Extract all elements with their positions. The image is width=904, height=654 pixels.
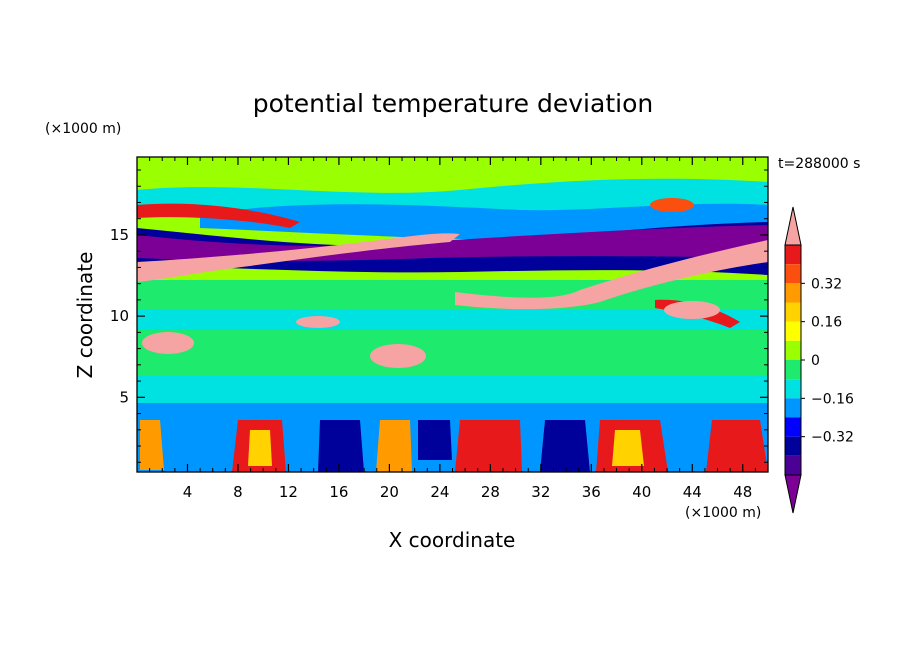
field-cell-red-2 (455, 420, 522, 472)
field-positive-band-lower (455, 240, 768, 310)
field-cell-yellow-2 (612, 430, 644, 466)
x-tick-label: 4 (183, 483, 193, 501)
field-red-edge-upper (137, 203, 300, 228)
x-tick-label: 36 (582, 483, 601, 501)
colorbar: 0.32 0.16 0 −0.16 −0.32 (784, 206, 854, 514)
y-axis-title: Z coordinate (73, 252, 97, 379)
colorbar-cell (785, 436, 801, 456)
field-positive-band-upper (137, 233, 460, 282)
x-tick-label: 12 (279, 483, 298, 501)
x-axis-ticks: 4 8 12 16 20 24 28 32 36 40 44 48 (149, 157, 756, 501)
colorbar-cell (785, 398, 801, 418)
field-boundary-layer (137, 403, 768, 472)
colorbar-label: −0.32 (811, 430, 854, 446)
x-tick-label: 44 (683, 483, 702, 501)
colorbar-label: 0 (811, 353, 820, 369)
colorbar-cell (785, 455, 801, 475)
y-tick-label: 5 (119, 388, 129, 406)
x-tick-label: 32 (531, 483, 550, 501)
field-cell-red-4 (706, 420, 768, 472)
y-tick-label: 10 (110, 307, 129, 325)
colorbar-cell (785, 360, 801, 380)
x-tick-label: 8 (233, 483, 243, 501)
colorbar-bottom-arrow (784, 474, 802, 514)
y-tick-label: 15 (110, 226, 129, 244)
field-cell-orange-2 (376, 420, 412, 472)
field-pos-blob-upper (296, 316, 340, 328)
time-label: t=288000 s (778, 156, 860, 172)
field-band-cyan-low (137, 375, 768, 403)
y-unit-label: (×1000 m) (45, 121, 121, 137)
colorbar-label: 0.32 (811, 276, 842, 292)
field-pos-blob-right (664, 301, 720, 319)
colorbar-cell (785, 379, 801, 399)
colorbar-cell (785, 340, 801, 360)
x-tick-label: 20 (380, 483, 399, 501)
field-cell-orange-1 (140, 420, 164, 470)
colorbar-label: −0.16 (811, 391, 854, 407)
field-pos-blob-top-right (650, 198, 694, 212)
colorbar-cell (785, 321, 801, 341)
field-cell-navy-2 (540, 420, 590, 472)
x-tick-label: 16 (329, 483, 348, 501)
field-band-green-low (137, 330, 768, 375)
field-cell-navy-3 (418, 420, 452, 460)
x-tick-label: 28 (481, 483, 500, 501)
colorbar-cell (785, 283, 801, 303)
field-pos-blob-left (142, 332, 194, 354)
x-tick-label: 48 (733, 483, 752, 501)
colorbar-top-arrow (784, 206, 802, 246)
colorbar-cell (785, 302, 801, 322)
chart-title: potential temperature deviation (253, 89, 653, 118)
field-pos-blob-mid (370, 344, 426, 368)
x-axis-title: X coordinate (389, 528, 516, 552)
y-axis-ticks: 5 10 15 (110, 169, 768, 463)
field-band-cyan (137, 310, 768, 330)
colorbar-cell (785, 264, 801, 284)
x-tick-label: 40 (632, 483, 651, 501)
colorbar-label: 0.16 (811, 315, 842, 331)
colorbar-cell (785, 245, 801, 265)
x-unit-label: (×1000 m) (685, 505, 761, 521)
field-cell-navy-1 (318, 420, 364, 472)
x-tick-label: 24 (430, 483, 449, 501)
heatmap-field (137, 157, 768, 472)
colorbar-cell (785, 417, 801, 437)
field-cell-yellow-1 (248, 430, 272, 466)
